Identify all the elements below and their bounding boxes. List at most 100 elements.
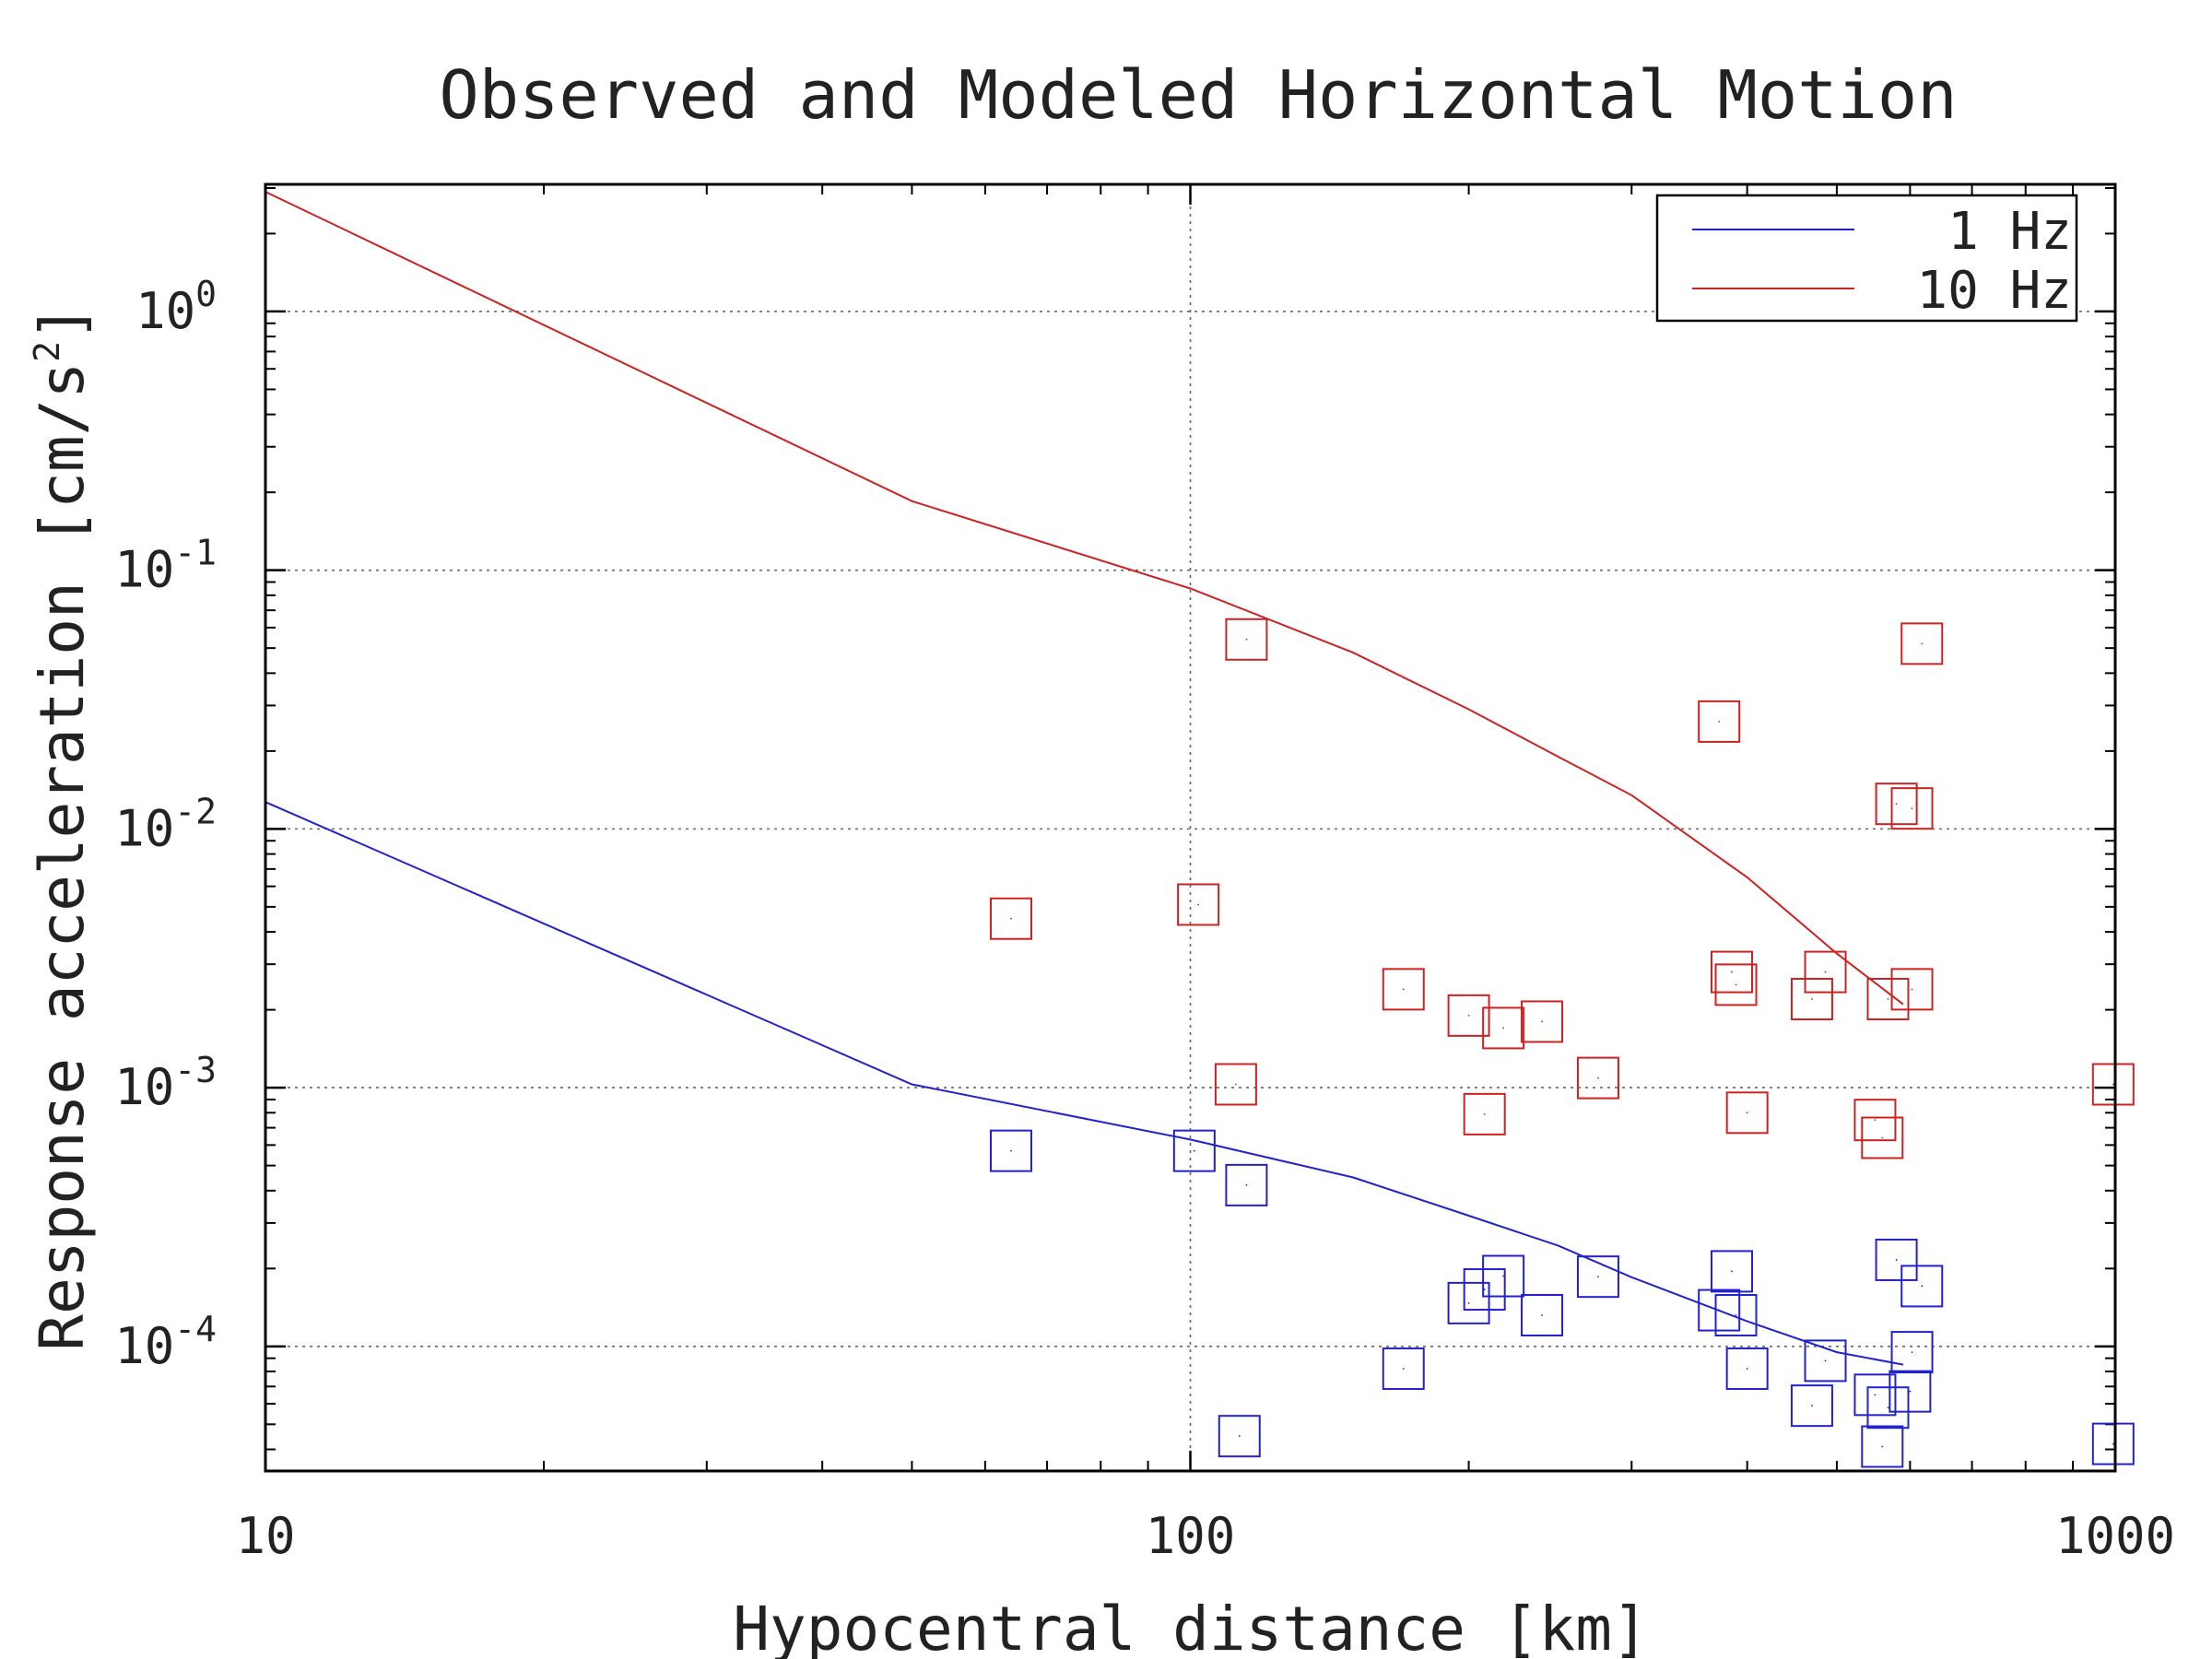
observed-point-10hz (1382, 968, 1425, 1011)
observed-point-10hz (1177, 883, 1220, 926)
observed-point-center-10hz (1010, 917, 1012, 920)
observed-point-1hz (1861, 1425, 1904, 1468)
observed-point-center-10hz (1874, 1119, 1877, 1122)
observed-point-center-10hz (1502, 1027, 1505, 1030)
observed-point-10hz (1890, 968, 1934, 1011)
observed-point-1hz (1698, 1288, 1741, 1332)
y-tick-base: 10 (114, 1058, 174, 1116)
observed-point-1hz (1853, 1373, 1897, 1417)
y-tick-base: 10 (114, 541, 174, 599)
observed-point-center-1hz (1735, 1314, 1737, 1316)
observed-point-1hz (1888, 1370, 1932, 1413)
observed-point-center-10hz (1911, 807, 1913, 810)
observed-point-center-1hz (1895, 1259, 1898, 1261)
observed-point-center-1hz (1718, 1309, 1721, 1312)
plot-frame (264, 182, 2117, 1473)
observed-point-center-10hz (1746, 1112, 1748, 1114)
y-tick-base: 10 (114, 1317, 174, 1375)
observed-point-10hz (1804, 950, 1847, 994)
observed-point-10hz (1576, 1056, 1619, 1100)
y-tick-label: 10-2 (114, 791, 217, 857)
model-line-10hz (265, 191, 1904, 1006)
observed-point-center-1hz (1467, 1301, 1470, 1304)
observed-point-center-10hz (1731, 971, 1733, 973)
model-line-1hz (265, 801, 1904, 1366)
observed-point-1hz (1725, 1347, 1769, 1391)
y-tick-exponent: 0 (195, 274, 217, 314)
observed-point-10hz (1698, 700, 1741, 743)
observed-point-1hz (1463, 1268, 1506, 1312)
observed-point-10hz (1482, 1006, 1525, 1050)
observed-point-center-10hz (1245, 638, 1248, 641)
observed-point-center-1hz (1811, 1405, 1813, 1407)
observed-point-center-1hz (1193, 1149, 1195, 1152)
observed-point-10hz (1214, 1063, 1257, 1106)
observed-point-1hz (1714, 1293, 1758, 1336)
observed-point-10hz (1853, 1099, 1897, 1142)
model-lines (265, 191, 1904, 1366)
observed-point-10hz (1521, 1000, 1564, 1043)
observed-point-center-10hz (1911, 988, 1913, 991)
observed-point-center-10hz (1234, 1083, 1237, 1086)
observed-point-center-1hz (1245, 1183, 1248, 1186)
observed-point-center-1hz (1881, 1445, 1884, 1448)
observed-point-center-1hz (1911, 1351, 1913, 1353)
observed-point-center-1hz (1824, 1359, 1827, 1362)
observed-point-center-10hz (1881, 1136, 1884, 1139)
observed-point-center-1hz (2112, 1442, 2114, 1445)
chart-title: Observed and Modeled Horizontal Motion (439, 56, 1957, 134)
legend: 1 Hz 10 Hz (1655, 194, 2078, 323)
legend-label-10hz: 10 Hz (1916, 261, 2072, 321)
legend-label-1hz: 1 Hz (1947, 202, 2072, 262)
observed-point-center-1hz (1483, 1288, 1486, 1290)
observed-point-center-1hz (1502, 1275, 1505, 1277)
y-tick-label: 10-1 (114, 533, 217, 599)
observed-point-1hz (1521, 1293, 1564, 1336)
observed-point-1hz (1890, 1331, 1934, 1374)
observed-point-10hz (1900, 622, 1944, 665)
observed-point-1hz (1900, 1265, 1944, 1308)
observed-point-10hz (1714, 963, 1758, 1006)
observed-point-10hz (1790, 977, 1833, 1020)
observed-point-1hz (1576, 1255, 1619, 1299)
x-axis-label: Hypocentral distance [km] (733, 1594, 1648, 1659)
y-axis-label-main: Response acceleration [cm/s (27, 362, 98, 1351)
observed-point-center-10hz (1718, 720, 1721, 723)
y-axis-label-close: ] (27, 304, 98, 341)
observed-point-center-10hz (1921, 642, 1924, 645)
observed-point-1hz (1866, 1386, 1910, 1430)
observed-point-10hz (1463, 1092, 1506, 1135)
observed-point-10hz (1711, 950, 1754, 994)
y-tick-base: 10 (114, 799, 174, 857)
observed-point-1hz (1482, 1254, 1525, 1298)
observed-point-center-1hz (1921, 1285, 1924, 1288)
observed-point-1hz (1447, 1281, 1490, 1324)
observed-points (990, 618, 2135, 1468)
observed-point-center-1hz (1909, 1390, 1912, 1393)
observed-point-center-10hz (1895, 803, 1898, 806)
y-tick-exponent: -3 (174, 1050, 217, 1090)
observed-point-1hz (1225, 1163, 1268, 1206)
observed-point-1hz (2091, 1422, 2135, 1465)
y-tick-label: 10-4 (114, 1309, 217, 1375)
observed-point-center-1hz (1887, 1406, 1889, 1409)
observed-point-10hz (2091, 1063, 2135, 1106)
observed-point-center-10hz (1467, 1014, 1470, 1017)
observed-point-center-10hz (1887, 998, 1889, 1000)
observed-point-1hz (1218, 1415, 1261, 1458)
legend-box (1655, 194, 2078, 323)
observed-point-center-10hz (1597, 1077, 1599, 1079)
observed-point-10hz (1875, 782, 1918, 826)
observed-point-center-1hz (1541, 1314, 1543, 1316)
observed-point-1hz (1711, 1250, 1754, 1293)
observed-point-center-1hz (1597, 1276, 1599, 1278)
observed-point-center-1hz (1010, 1149, 1012, 1152)
observed-point-10hz (1890, 787, 1934, 830)
y-tick-base: 10 (135, 282, 195, 340)
y-axis-label: Response acceleration [cm/s2] (27, 304, 98, 1351)
observed-point-1hz (1172, 1129, 1216, 1172)
observed-point-1hz (1382, 1347, 1425, 1391)
observed-point-center-10hz (1483, 1112, 1486, 1115)
observed-point-center-1hz (1238, 1435, 1241, 1438)
